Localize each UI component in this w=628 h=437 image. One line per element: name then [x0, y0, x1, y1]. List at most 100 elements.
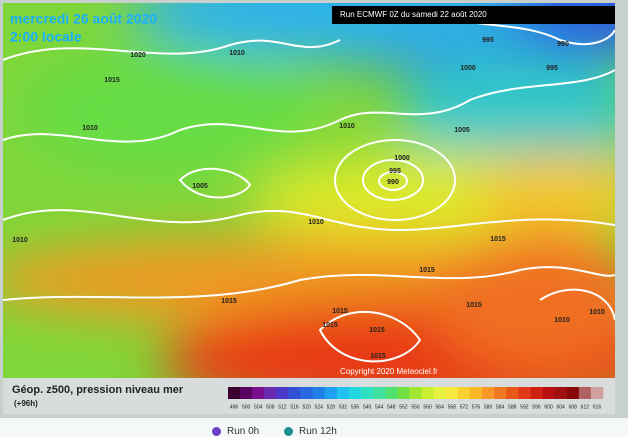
isobar-label: 1010 — [12, 237, 28, 244]
scale-swatch — [240, 387, 253, 399]
copyright: Copyright 2020 Meteociel.fr — [340, 367, 438, 376]
scale-swatch — [288, 387, 301, 399]
scale-swatch — [518, 387, 531, 399]
isobar-label: 1005 — [454, 127, 470, 134]
scale-label: 608 — [569, 404, 578, 410]
scale-swatch — [494, 387, 507, 399]
scale-swatch — [373, 387, 386, 399]
scale-label: 616 — [593, 404, 602, 410]
run-12h[interactable]: Run 12h — [284, 426, 337, 437]
scale-swatch — [228, 387, 241, 399]
scale-swatch — [385, 387, 398, 399]
scale-swatch — [554, 387, 568, 399]
scale-swatch — [324, 387, 338, 399]
scale-swatch — [542, 387, 555, 399]
scale-label: 584 — [496, 404, 505, 410]
isobar-label: 1005 — [192, 183, 208, 190]
scale-label: 572 — [460, 404, 469, 410]
scale-swatch — [276, 387, 289, 399]
scale-label: 544 — [375, 404, 384, 410]
scale-label: 564 — [436, 404, 445, 410]
isobar-label: 1000 — [394, 155, 410, 162]
scale-label: 528 — [327, 404, 336, 410]
run-0h-label[interactable]: Run 0h — [227, 426, 260, 437]
scale-label: 508 — [266, 404, 275, 410]
scale-swatch — [397, 387, 410, 399]
isobar-label: 1015 — [104, 77, 120, 84]
scale-swatch — [336, 387, 350, 399]
scale-swatch — [530, 387, 543, 399]
scale-label: 580 — [484, 404, 493, 410]
scale-label: 520 — [302, 404, 311, 410]
scale-swatch — [482, 387, 495, 399]
isobar-label: 1010 — [554, 317, 570, 324]
scale-label: 560 — [423, 404, 432, 410]
scale-label: 548 — [387, 404, 396, 410]
scale-label: 596 — [532, 404, 541, 410]
scale-swatch — [300, 387, 313, 399]
scale-swatch — [361, 387, 374, 399]
scale-swatch — [409, 387, 422, 399]
isobar-label: 995 — [546, 65, 558, 72]
scale-label: 600 — [544, 404, 553, 410]
scale-label: 500 — [242, 404, 251, 410]
map: 1020 1010 1015 1010 1010 1005 1010 995 990 1000 99… — [3, 3, 615, 378]
scale-label: 568 — [448, 404, 457, 410]
isobar-label: 1010 — [339, 123, 355, 130]
scale-label: 496 — [230, 404, 239, 410]
isobar-label: 990 — [387, 179, 399, 186]
scale-label: 588 — [508, 404, 517, 410]
isobar-label: 1020 — [130, 52, 146, 59]
scale-label: 516 — [290, 404, 299, 410]
scale-swatch — [348, 387, 362, 399]
scale-swatch — [578, 387, 592, 399]
scale-label: 512 — [278, 404, 287, 410]
date: mercredi 26 août 2020 — [10, 11, 157, 27]
lead-time: (+96h) — [14, 399, 38, 408]
isobar-label: 1015 — [369, 327, 385, 334]
scale-swatch — [469, 387, 483, 399]
scale-swatch — [590, 387, 604, 399]
scale-label: 556 — [411, 404, 420, 410]
run-info: Run ECMWF 0Z du samedi 22 août 2020 — [340, 10, 487, 19]
scale-label: 504 — [254, 404, 263, 410]
isobar-label: 1010 — [308, 219, 324, 226]
isobar-label: 1015 — [221, 298, 237, 305]
run-0h[interactable]: Run 0h — [212, 426, 259, 437]
scale-swatch — [445, 387, 459, 399]
scale-swatch — [312, 387, 326, 399]
scale-swatch — [566, 387, 580, 399]
isobar-label: 1000 — [460, 65, 476, 72]
map-panel: 1020 1010 1015 1010 1010 1005 1010 995 990 1000 99… — [0, 0, 628, 418]
legend-title: Géop. z500, pression niveau mer — [12, 384, 184, 396]
isobar-label: 995 — [482, 37, 494, 44]
scale-label: 604 — [556, 404, 565, 410]
isobar-label: 1010 — [229, 50, 245, 57]
scale-label: 576 — [472, 404, 481, 410]
scale-label: 524 — [315, 404, 324, 410]
isobar-label: 1015 — [322, 322, 338, 329]
isobar-label: 1015 — [370, 353, 386, 360]
scale-swatch — [433, 387, 447, 399]
scale-label: 592 — [520, 404, 529, 410]
scale-label: 612 — [581, 404, 590, 410]
scale-swatch — [421, 387, 434, 399]
isobar-label: 1015 — [419, 267, 435, 274]
run-12h-label[interactable]: Run 12h — [299, 426, 337, 437]
scale-label: 536 — [351, 404, 360, 410]
isobar-label: 990 — [557, 41, 569, 48]
scale-swatch — [457, 387, 471, 399]
isobar-label: 1015 — [490, 236, 506, 243]
scale-swatch — [252, 387, 265, 399]
isobar-label: 1010 — [589, 309, 605, 316]
time: 2:00 locale — [10, 29, 82, 45]
scale-label: 552 — [399, 404, 408, 410]
isobar-label: 1010 — [82, 125, 98, 132]
isobar-label: 1015 — [332, 308, 348, 315]
scale-label: 540 — [363, 404, 372, 410]
isobar-label: 1015 — [466, 302, 482, 309]
scale-swatch — [264, 387, 277, 399]
scale-swatch — [506, 387, 519, 399]
